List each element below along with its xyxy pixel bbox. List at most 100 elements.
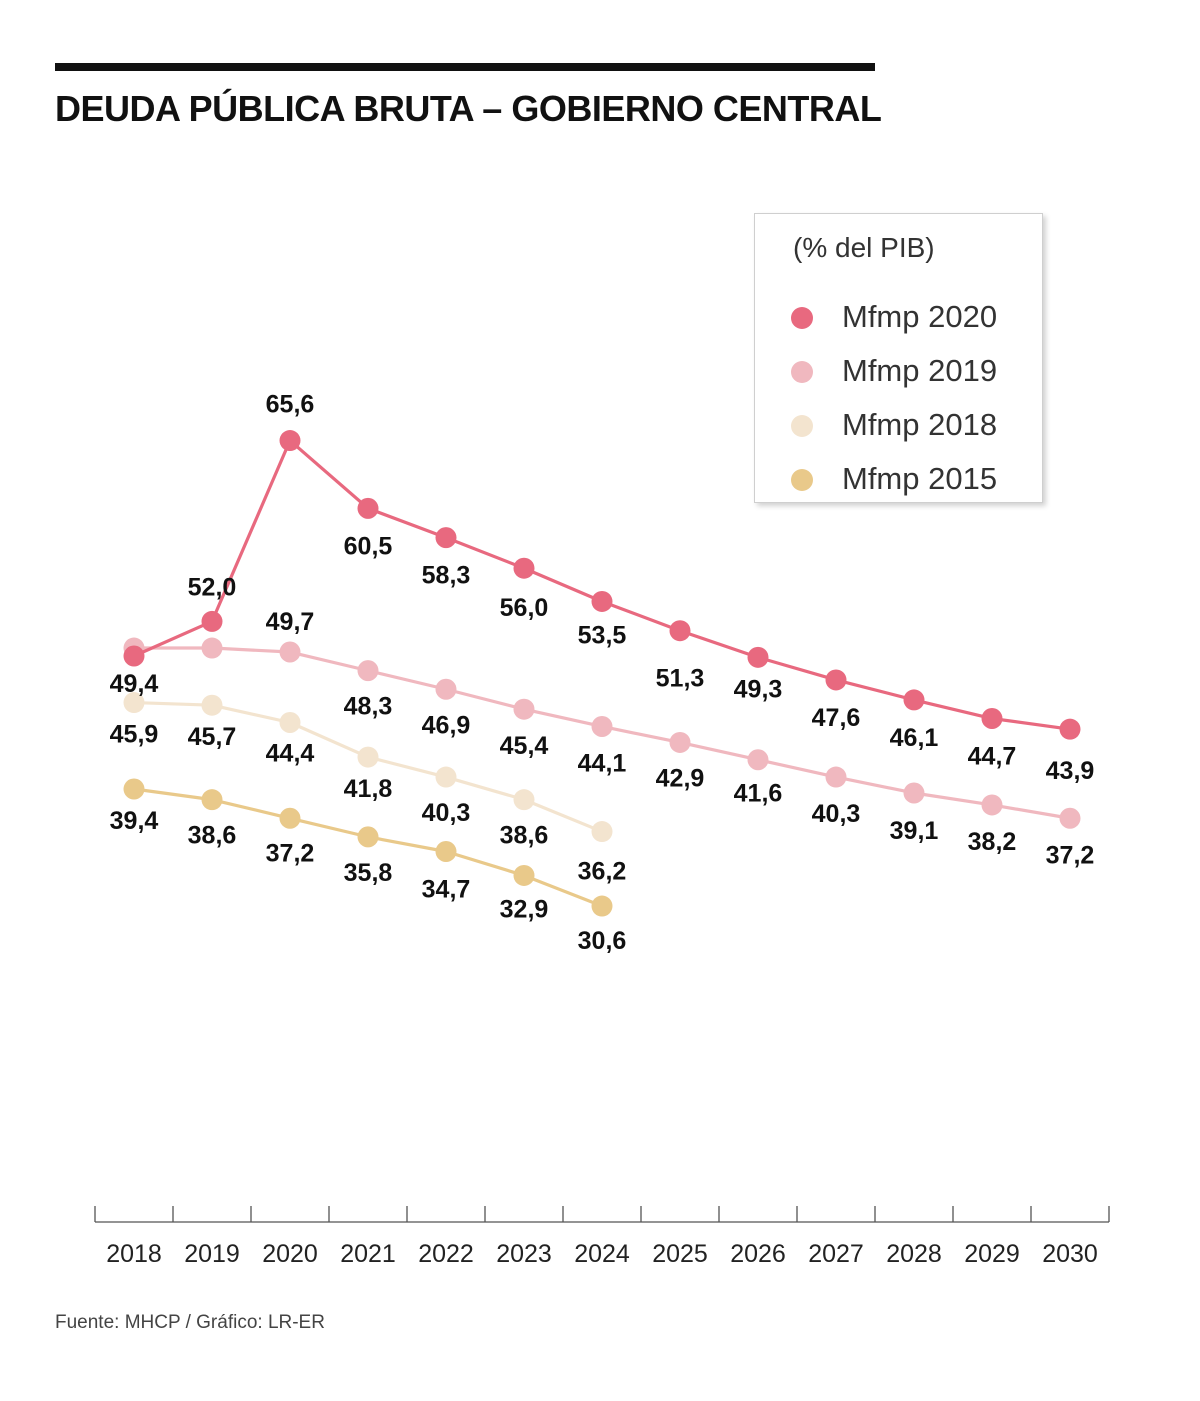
data-label-mfmp-2019-2024: 44,1 bbox=[578, 749, 627, 777]
data-label-mfmp-2018-2024: 36,2 bbox=[578, 858, 627, 886]
data-label-mfmp-2019-2029: 38,2 bbox=[968, 828, 1017, 856]
data-label-mfmp-2020-2028: 46,1 bbox=[890, 724, 939, 752]
data-point-mfmp-2015-2024 bbox=[591, 895, 613, 917]
data-point-mfmp-2020-2029 bbox=[981, 708, 1003, 730]
data-point-mfmp-2018-2020 bbox=[279, 712, 301, 733]
data-label-mfmp-2015-2020: 37,2 bbox=[266, 839, 315, 867]
series-mfmp-2020: 49,4 52,0 65,6 60,5 58,3 56,0 53,5 51,3 49,3 47,6… bbox=[110, 391, 1095, 786]
x-tick-label-2019: 2019 bbox=[184, 1240, 240, 1268]
data-label-mfmp-2018-2023: 38,6 bbox=[500, 822, 549, 850]
data-label-mfmp-2019-2020: 49,7 bbox=[266, 608, 315, 636]
data-point-mfmp-2020-2020 bbox=[279, 430, 301, 452]
data-point-mfmp-2015-2020 bbox=[279, 807, 301, 829]
x-tick-label-2026: 2026 bbox=[730, 1240, 786, 1268]
data-label-mfmp-2019-2028: 39,1 bbox=[890, 817, 939, 845]
data-label-mfmp-2019-2026: 41,6 bbox=[734, 780, 783, 808]
data-point-mfmp-2015-2018 bbox=[123, 778, 145, 800]
data-point-mfmp-2020-2027 bbox=[825, 669, 847, 691]
series-mfmp-2018: 45,9 45,7 44,4 41,8 40,3 38,6 36,2 bbox=[110, 692, 627, 886]
data-point-mfmp-2020-2018 bbox=[123, 645, 145, 667]
source-note: Fuente: MHCP / Gráfico: LR-ER bbox=[55, 1312, 325, 1333]
x-tick-label-2030: 2030 bbox=[1042, 1240, 1098, 1268]
data-label-mfmp-2019-2022: 46,9 bbox=[422, 711, 471, 739]
data-label-mfmp-2020-2022: 58,3 bbox=[422, 562, 471, 590]
data-point-mfmp-2020-2030 bbox=[1059, 718, 1081, 740]
data-label-mfmp-2015-2019: 38,6 bbox=[188, 822, 237, 850]
title-rule bbox=[55, 63, 875, 71]
data-label-mfmp-2020-2020: 65,6 bbox=[266, 391, 315, 419]
x-tick-label-2029: 2029 bbox=[964, 1240, 1020, 1268]
data-point-mfmp-2020-2024 bbox=[591, 590, 613, 612]
data-label-mfmp-2020-2024: 53,5 bbox=[578, 621, 627, 649]
x-tick-label-2024: 2024 bbox=[574, 1240, 630, 1268]
series-mfmp-2015: 39,4 38,6 37,2 35,8 34,7 32,9 30,6 bbox=[110, 778, 627, 955]
data-point-mfmp-2019-2027 bbox=[825, 766, 847, 788]
series-mfmp-2019: 49,7 48,3 46,9 45,4 44,1 42,9 41,6 40,3 39,1 38,2… bbox=[123, 608, 1095, 869]
data-label-mfmp-2020-2026: 49,3 bbox=[734, 675, 783, 703]
data-point-mfmp-2020-2019 bbox=[201, 610, 223, 632]
data-point-mfmp-2019-2024 bbox=[591, 715, 613, 737]
data-label-mfmp-2015-2024: 30,6 bbox=[578, 927, 627, 955]
x-tick-label-2020: 2020 bbox=[262, 1240, 318, 1268]
data-point-mfmp-2019-2025 bbox=[669, 731, 691, 753]
data-label-mfmp-2020-2021: 60,5 bbox=[344, 532, 393, 560]
data-point-mfmp-2018-2018 bbox=[123, 692, 145, 714]
data-label-mfmp-2018-2022: 40,3 bbox=[422, 799, 471, 827]
legend-label-mfmp-2019: Mfmp 2019 bbox=[842, 353, 998, 388]
data-label-mfmp-2015-2021: 35,8 bbox=[344, 859, 393, 887]
data-point-mfmp-2019-2030 bbox=[1059, 807, 1081, 829]
legend-label-mfmp-2018: Mfmp 2018 bbox=[842, 407, 998, 442]
data-label-mfmp-2018-2019: 45,7 bbox=[188, 723, 237, 751]
data-point-mfmp-2015-2021 bbox=[357, 826, 379, 848]
x-tick-label-2023: 2023 bbox=[496, 1240, 552, 1268]
data-label-mfmp-2019-2025: 42,9 bbox=[656, 764, 705, 792]
data-label-mfmp-2020-2018: 49,4 bbox=[110, 670, 159, 698]
x-tick-label-2022: 2022 bbox=[418, 1240, 474, 1268]
data-label-mfmp-2020-2025: 51,3 bbox=[656, 665, 705, 693]
data-point-mfmp-2019-2020 bbox=[279, 641, 301, 663]
x-tick-label-2027: 2027 bbox=[808, 1240, 864, 1268]
legend-label-mfmp-2015: Mfmp 2015 bbox=[842, 461, 998, 496]
data-label-mfmp-2019-2030: 37,2 bbox=[1046, 841, 1095, 869]
data-label-mfmp-2015-2022: 34,7 bbox=[422, 876, 471, 904]
data-point-mfmp-2019-2026 bbox=[747, 749, 769, 771]
data-label-mfmp-2020-2019: 52,0 bbox=[188, 573, 237, 601]
data-point-mfmp-2015-2023 bbox=[513, 864, 535, 886]
data-label-mfmp-2015-2018: 39,4 bbox=[110, 807, 159, 835]
data-point-mfmp-2018-2021 bbox=[357, 746, 379, 768]
data-label-mfmp-2018-2018: 45,9 bbox=[110, 721, 159, 749]
data-point-mfmp-2015-2019 bbox=[201, 789, 223, 811]
data-label-mfmp-2015-2023: 32,9 bbox=[500, 895, 549, 923]
data-label-mfmp-2019-2021: 48,3 bbox=[344, 693, 393, 721]
data-point-mfmp-2020-2021 bbox=[357, 497, 379, 519]
x-tick-label-2025: 2025 bbox=[652, 1240, 708, 1268]
legend: (% del PIB) Mfmp 2020 Mfmp 2019 Mfmp 201… bbox=[754, 213, 1043, 503]
chart-title: DEUDA PÚBLICA BRUTA – GOBIERNO CENTRAL bbox=[55, 88, 882, 129]
data-label-mfmp-2019-2023: 45,4 bbox=[500, 732, 549, 760]
x-tick-label-2021: 2021 bbox=[340, 1240, 396, 1268]
legend-marker-mfmp-2020 bbox=[791, 307, 813, 329]
data-point-mfmp-2018-2019 bbox=[201, 694, 223, 716]
data-point-mfmp-2019-2019 bbox=[201, 637, 223, 659]
data-point-mfmp-2015-2022 bbox=[435, 841, 457, 863]
data-label-mfmp-2020-2027: 47,6 bbox=[812, 704, 861, 732]
data-label-mfmp-2018-2021: 41,8 bbox=[344, 775, 393, 803]
x-axis: 2018 2019 2020 2021 2022 2023 2024 2025 2026 2027… bbox=[94, 1206, 1110, 1268]
data-point-mfmp-2019-2021 bbox=[357, 660, 379, 682]
data-point-mfmp-2020-2026 bbox=[747, 646, 769, 668]
legend-marker-mfmp-2015 bbox=[791, 469, 813, 491]
data-point-mfmp-2018-2023 bbox=[513, 789, 535, 811]
legend-marker-mfmp-2019 bbox=[791, 361, 813, 383]
data-point-mfmp-2019-2022 bbox=[435, 678, 457, 700]
x-tick-label-2028: 2028 bbox=[886, 1240, 942, 1268]
data-point-mfmp-2019-2023 bbox=[513, 698, 535, 720]
data-label-mfmp-2019-2027: 40,3 bbox=[812, 800, 861, 828]
data-label-mfmp-2020-2029: 44,7 bbox=[968, 743, 1017, 771]
legend-marker-mfmp-2018 bbox=[791, 415, 813, 437]
data-point-mfmp-2020-2023 bbox=[513, 557, 535, 579]
data-point-mfmp-2018-2022 bbox=[435, 766, 457, 788]
data-point-mfmp-2019-2028 bbox=[903, 782, 925, 804]
data-point-mfmp-2020-2025 bbox=[669, 620, 691, 642]
data-label-mfmp-2018-2020: 44,4 bbox=[266, 740, 315, 768]
